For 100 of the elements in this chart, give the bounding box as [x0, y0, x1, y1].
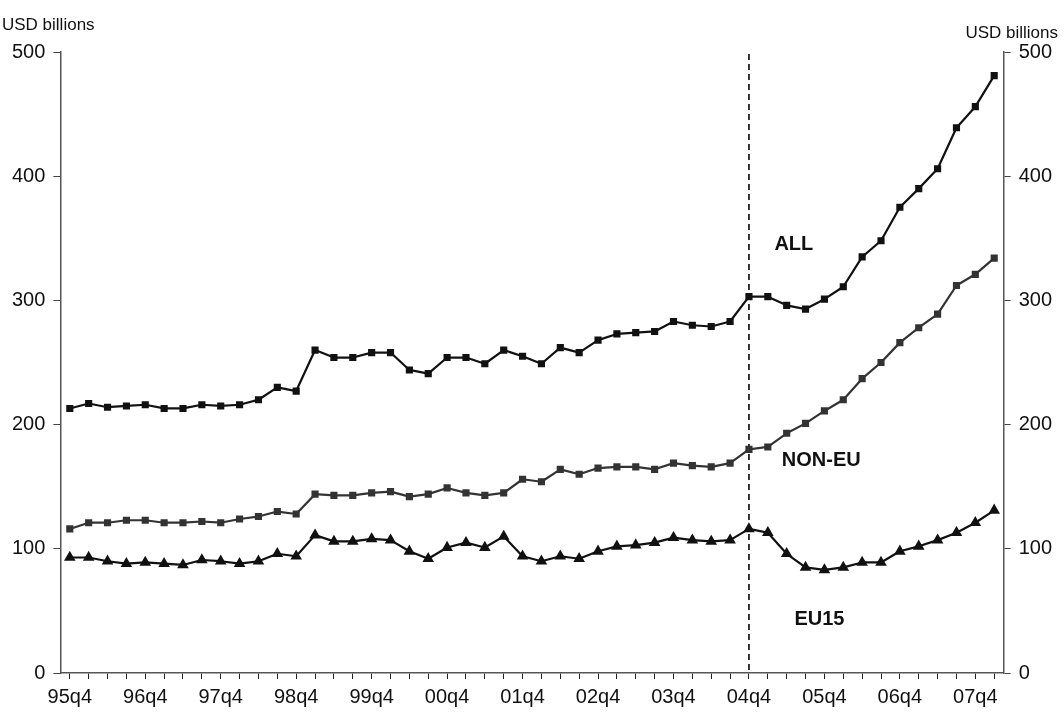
point [254, 396, 263, 404]
x-tick-label: 95q4 [47, 684, 93, 707]
point [347, 535, 358, 545]
point [651, 327, 659, 336]
point [575, 470, 583, 478]
point [669, 459, 678, 467]
point [989, 504, 1000, 514]
point [932, 534, 943, 544]
x-tick-label: 05q4 [802, 684, 847, 707]
point [877, 237, 885, 245]
point [857, 556, 868, 566]
point [820, 407, 828, 415]
point [159, 558, 170, 568]
point [462, 353, 470, 362]
point [575, 348, 583, 357]
point [405, 366, 413, 374]
point [83, 551, 94, 561]
point [876, 556, 886, 566]
point [934, 310, 942, 318]
point [178, 559, 188, 569]
point [311, 490, 319, 498]
y2-tick-label: 500 [1018, 39, 1053, 62]
point [179, 519, 187, 527]
point [687, 534, 698, 544]
point [613, 463, 621, 471]
y2-tick-label: 200 [1018, 412, 1053, 435]
point [952, 124, 961, 132]
point [574, 553, 585, 563]
point [915, 324, 923, 332]
point [651, 465, 659, 473]
x-tick-label: 97q4 [198, 684, 243, 707]
point [668, 532, 679, 541]
series-label: EU15 [794, 607, 845, 630]
x-tick-label: 06q4 [877, 684, 923, 707]
point [913, 540, 924, 550]
point [273, 383, 281, 391]
point [198, 401, 206, 409]
point [498, 530, 509, 540]
point [743, 523, 754, 533]
point [726, 459, 734, 467]
point [442, 541, 453, 551]
y2-tick-label: 300 [1018, 287, 1053, 310]
point [102, 555, 113, 565]
point [801, 419, 810, 427]
x-tick-label: 07q4 [953, 684, 998, 707]
point [443, 353, 451, 362]
point [330, 491, 338, 499]
point [386, 348, 395, 357]
point [877, 358, 885, 367]
point [555, 550, 566, 560]
point [594, 464, 602, 472]
point [990, 72, 998, 80]
point [103, 403, 112, 411]
point [896, 339, 904, 347]
y-tick-label: 500 [11, 39, 46, 62]
point [253, 555, 264, 565]
point [536, 555, 547, 565]
point [196, 554, 207, 564]
x-tick-label: 00q4 [424, 684, 470, 707]
point [819, 564, 830, 574]
point [537, 478, 546, 486]
x-tick-label: 99q4 [349, 684, 394, 707]
point [179, 404, 187, 413]
y-tick-label: 200 [11, 412, 46, 435]
point [311, 346, 319, 354]
point [838, 561, 849, 571]
point [385, 534, 396, 544]
text: ALL [774, 232, 814, 255]
y2-tick-label: 400 [1018, 163, 1053, 186]
point [217, 519, 225, 527]
y2-axis-title: USD billions [965, 23, 1058, 42]
point [688, 321, 696, 329]
point [669, 317, 678, 326]
point [688, 462, 696, 470]
point [951, 527, 962, 536]
y-tick-label: 300 [11, 287, 46, 310]
point [366, 533, 377, 543]
point [952, 281, 961, 290]
point [594, 336, 602, 344]
point [292, 510, 300, 518]
point [934, 165, 942, 173]
point [122, 516, 130, 524]
point [990, 254, 998, 262]
point [236, 401, 244, 409]
point [479, 541, 490, 551]
y-tick-label: 400 [11, 163, 46, 186]
point [85, 399, 93, 408]
point [198, 517, 206, 526]
point [368, 489, 376, 497]
point [386, 488, 395, 496]
point [707, 322, 715, 331]
y2-tick-label: 0 [1018, 660, 1030, 683]
x-tick-label: 01q4 [500, 684, 545, 707]
point [160, 519, 168, 527]
point [556, 465, 564, 473]
point [236, 515, 244, 523]
point [971, 103, 979, 111]
point [649, 536, 660, 546]
point [234, 558, 245, 568]
point [706, 535, 717, 545]
